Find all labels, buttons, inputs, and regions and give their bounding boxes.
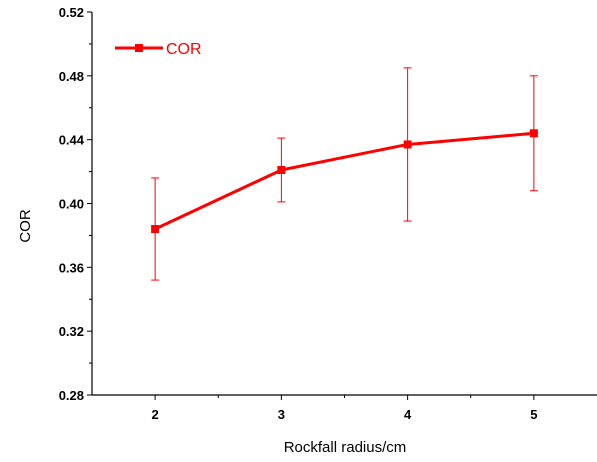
y-tick-label: 0.28 bbox=[59, 388, 84, 403]
series-line bbox=[154, 131, 535, 231]
x-tick-label: 5 bbox=[530, 407, 537, 422]
legend: COR bbox=[115, 41, 202, 58]
error-bars bbox=[151, 67, 538, 281]
legend-label: COR bbox=[166, 41, 202, 58]
y-tick-label: 0.48 bbox=[59, 69, 84, 84]
x-axis-title: Rockfall radius/cm bbox=[284, 439, 407, 456]
y-tick-label: 0.36 bbox=[59, 260, 84, 275]
y-tick-label: 0.52 bbox=[59, 5, 84, 20]
y-axis-title: COR bbox=[17, 209, 34, 243]
y-tick-label: 0.32 bbox=[59, 324, 84, 339]
data-point-marker bbox=[277, 165, 286, 174]
x-tick-label: 3 bbox=[278, 407, 285, 422]
data-markers bbox=[151, 129, 538, 234]
data-point-marker bbox=[529, 129, 538, 138]
y-tick-label: 0.44 bbox=[59, 133, 85, 148]
y-tick-label: 0.40 bbox=[59, 197, 84, 212]
series-lines bbox=[154, 131, 535, 231]
data-point-marker bbox=[151, 225, 160, 234]
data-point-marker bbox=[403, 140, 412, 149]
axes: 0.28 0.32 0.36 0.40 0.44 0.48 0.52 2 3 4 5 bbox=[59, 5, 597, 422]
x-tick-label: 4 bbox=[404, 407, 412, 422]
legend-marker-swatch bbox=[135, 44, 143, 52]
x-tick-label: 2 bbox=[152, 407, 159, 422]
